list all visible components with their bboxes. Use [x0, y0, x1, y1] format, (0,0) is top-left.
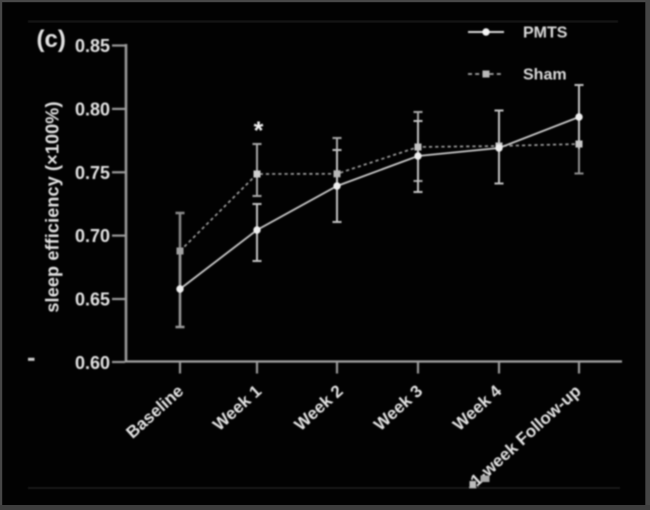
- svg-text:*: *: [254, 117, 264, 145]
- svg-text:0.70: 0.70: [75, 226, 110, 246]
- svg-text:0.85: 0.85: [75, 36, 110, 56]
- svg-text:0.80: 0.80: [75, 100, 110, 120]
- svg-text:sleep efficiency (×100%): sleep efficiency (×100%): [43, 101, 63, 312]
- svg-text:0.60: 0.60: [75, 353, 110, 373]
- svg-text:0.65: 0.65: [75, 290, 110, 310]
- svg-text:PMTS: PMTS: [523, 25, 568, 42]
- svg-text:0.75: 0.75: [75, 163, 110, 183]
- svg-text:(c): (c): [37, 26, 66, 53]
- svg-text:Sham: Sham: [523, 67, 567, 84]
